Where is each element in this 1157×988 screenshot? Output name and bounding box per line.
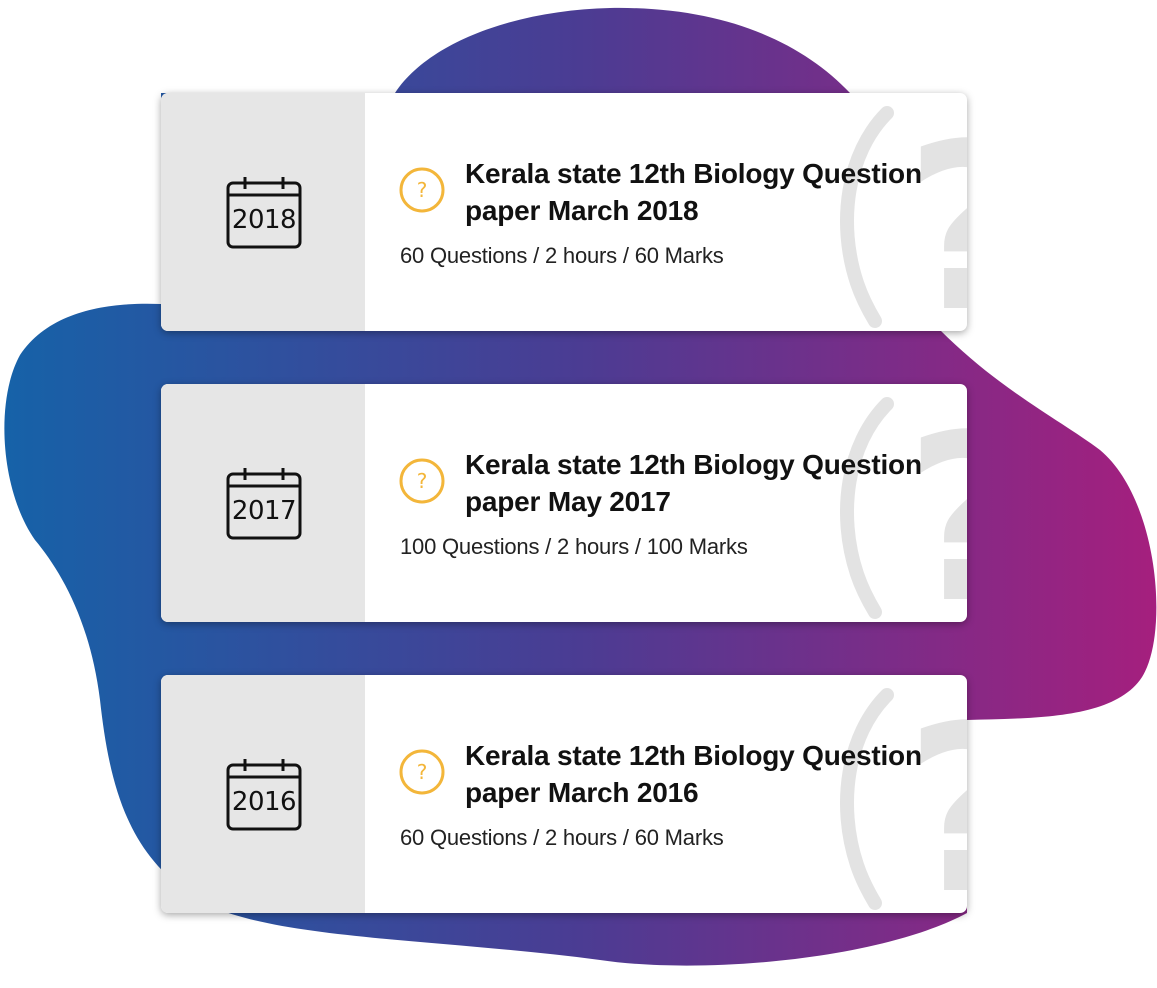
- question-paper-card[interactable]: 2018 ? ? Kerala state 12th Biology Quest…: [161, 93, 967, 331]
- svg-text:?: ?: [417, 178, 428, 202]
- calendar-icon: [226, 468, 302, 540]
- question-circle-icon: ?: [399, 167, 445, 213]
- question-paper-card[interactable]: 2016 ? ? Kerala state 12th Biology Quest…: [161, 675, 967, 913]
- paper-title[interactable]: Kerala state 12th Biology Question paper…: [465, 449, 922, 517]
- calendar-icon: [226, 759, 302, 831]
- svg-text:?: ?: [417, 760, 428, 784]
- question-paper-card[interactable]: 2017 ? ? Kerala state 12th Biology Quest…: [161, 384, 967, 622]
- calendar-year: 2017: [231, 496, 297, 526]
- calendar-year: 2016: [231, 787, 297, 817]
- date-panel: 2017: [161, 384, 365, 622]
- paper-meta: 60 Questions / 2 hours / 60 Marks: [400, 243, 724, 268]
- date-panel: 2018: [161, 93, 365, 331]
- svg-text:?: ?: [905, 387, 967, 622]
- calendar-icon: [226, 177, 302, 249]
- calendar-year: 2018: [231, 205, 297, 235]
- question-watermark-icon: ?: [840, 387, 967, 622]
- paper-title[interactable]: Kerala state 12th Biology Question paper…: [465, 740, 922, 808]
- svg-text:?: ?: [905, 96, 967, 331]
- paper-title[interactable]: Kerala state 12th Biology Question paper…: [465, 158, 922, 226]
- paper-meta: 60 Questions / 2 hours / 60 Marks: [400, 825, 724, 850]
- question-circle-icon: ?: [399, 749, 445, 795]
- question-circle-icon: ?: [399, 458, 445, 504]
- svg-text:?: ?: [905, 678, 967, 913]
- date-panel: 2016: [161, 675, 365, 913]
- question-watermark-icon: ?: [840, 96, 967, 331]
- svg-text:?: ?: [417, 469, 428, 493]
- paper-meta: 100 Questions / 2 hours / 100 Marks: [400, 534, 748, 559]
- question-watermark-icon: ?: [840, 678, 967, 913]
